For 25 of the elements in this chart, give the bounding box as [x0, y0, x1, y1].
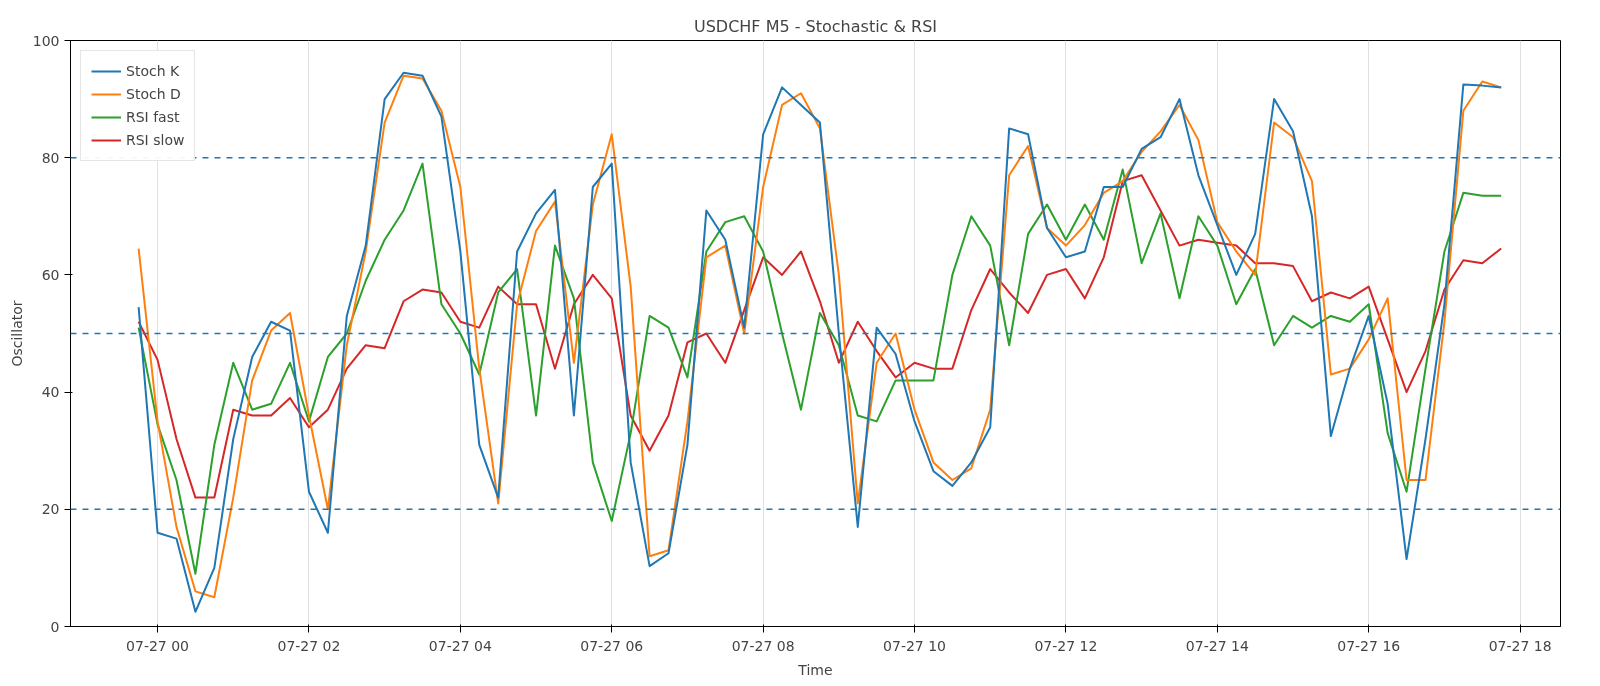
y-tick-label: 20: [41, 501, 60, 518]
x-tick-label: 07-27 06: [580, 637, 644, 654]
x-tick-label: 07-27 14: [1185, 637, 1249, 654]
legend-label: RSI slow: [126, 132, 185, 148]
y-tick-label: 80: [41, 149, 60, 166]
x-tick-label: 07-27 12: [1034, 637, 1098, 654]
x-tick-label: 07-27 00: [126, 637, 190, 654]
x-tick-label: 07-27 08: [731, 637, 795, 654]
y-tick-label: 40: [41, 384, 60, 401]
legend-label: Stoch D: [126, 86, 181, 102]
x-axis-title: Time: [797, 661, 833, 678]
x-tick-label: 07-27 04: [428, 637, 492, 654]
legend-label: Stoch K: [126, 63, 180, 79]
line-series: [137, 174, 1503, 499]
x-tick-label: 07-27 10: [883, 637, 947, 654]
y-axis-title: Oscillator: [8, 300, 25, 367]
y-tick-label: 60: [41, 266, 60, 283]
y-tick-label: 0: [50, 618, 60, 635]
x-tick-label: 07-27 18: [1488, 637, 1552, 654]
legend-label: RSI fast: [126, 109, 180, 125]
line-series: [137, 162, 1503, 575]
x-tick-label: 07-27 02: [277, 637, 341, 654]
chart-title: USDCHF M5 - Stochastic & RSI: [693, 16, 938, 36]
y-tick-label: 100: [32, 32, 60, 49]
x-tick-label: 07-27 16: [1337, 637, 1401, 654]
